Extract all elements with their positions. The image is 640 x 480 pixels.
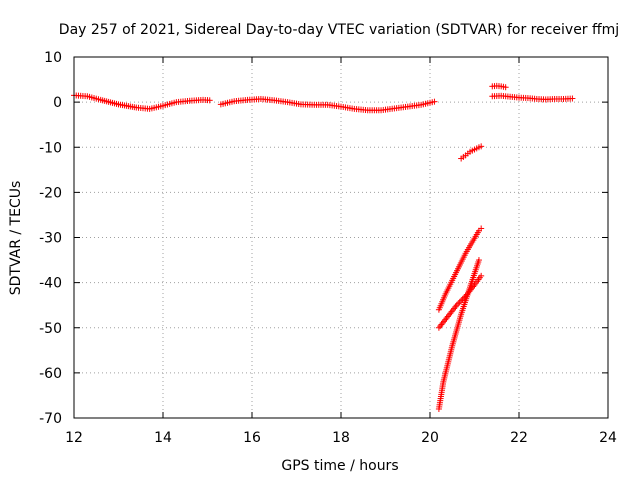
x-tick-label: 22	[510, 430, 528, 446]
x-tick-label: 16	[243, 430, 261, 446]
y-tick-label: 0	[53, 95, 62, 111]
y-tick-label: -50	[39, 321, 62, 337]
data-point	[431, 98, 438, 105]
y-tick-label: -10	[39, 140, 62, 156]
data-point	[478, 225, 485, 232]
y-tick-label: -30	[39, 231, 62, 247]
grid	[74, 57, 608, 418]
data-point	[475, 257, 482, 264]
x-tick-label: 12	[65, 430, 83, 446]
data-point	[569, 95, 576, 102]
x-tick-label: 20	[421, 430, 439, 446]
y-tick-label: -70	[39, 411, 62, 427]
chart-title: Day 257 of 2021, Sidereal Day-to-day VTE…	[59, 22, 619, 38]
data-point	[455, 300, 462, 307]
y-tick-label: 10	[44, 50, 62, 66]
data-points	[71, 82, 576, 412]
x-tick-label: 18	[332, 430, 350, 446]
x-axis-label: GPS time / hours	[281, 458, 398, 474]
data-point	[478, 272, 485, 279]
x-tick-labels: 12 14 16 18 20 22 24	[65, 430, 617, 446]
y-tick-labels: 10 0 -10 -20 -30 -40 -50 -60 -70	[39, 50, 62, 427]
y-tick-label: -20	[39, 185, 62, 201]
data-point	[478, 143, 485, 150]
data-point	[502, 84, 509, 91]
y-tick-label: -40	[39, 276, 62, 292]
y-tick-label: -60	[39, 366, 62, 382]
x-tick-label: 24	[599, 430, 617, 446]
y-axis-label: SDTVAR / TECUs	[8, 181, 24, 296]
data-point	[206, 97, 213, 104]
x-tick-label: 14	[154, 430, 172, 446]
axis-ticks	[73, 56, 609, 419]
